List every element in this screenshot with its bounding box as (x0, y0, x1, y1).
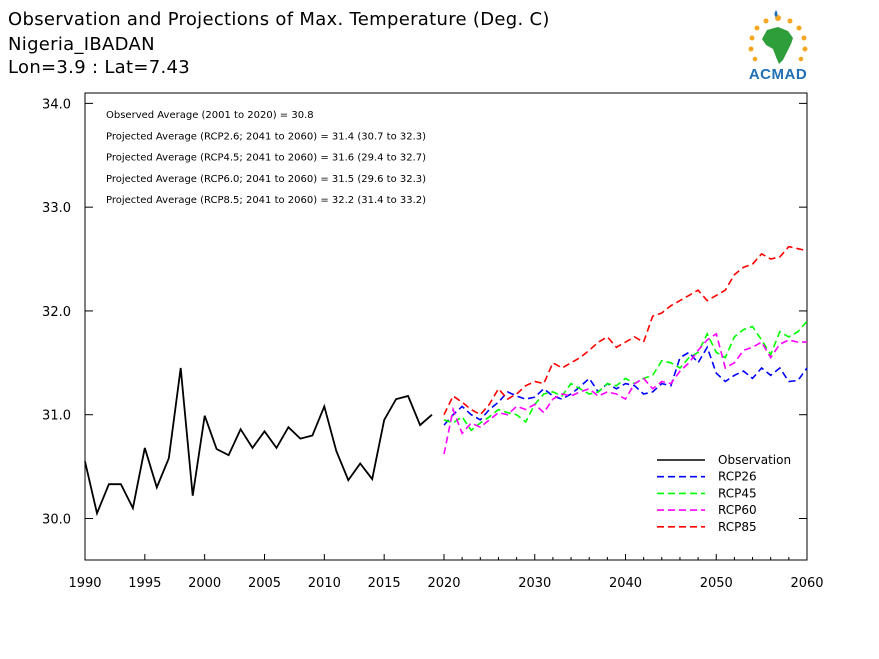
legend-label: RCP26 (718, 470, 757, 484)
x-tick-label: 2050 (700, 576, 733, 591)
legend-label: RCP60 (718, 503, 757, 517)
y-tick-label: 32.0 (42, 305, 71, 320)
series-line-rcp45 (443, 320, 808, 432)
x-tick-label: 2040 (609, 576, 642, 591)
x-tick-label: 2005 (248, 576, 281, 591)
x-tick-label: 1995 (128, 576, 161, 591)
series-line-rcp26 (443, 345, 808, 426)
legend-label: Observation (718, 453, 791, 467)
series-line-observation (84, 367, 433, 517)
annotation-line: Projected Average (RCP4.5; 2041 to 2060)… (106, 153, 426, 164)
legend-label: RCP85 (718, 520, 757, 534)
x-tick-label: 2020 (427, 576, 460, 591)
location-label: Nigeria_IBADAN (8, 34, 155, 55)
y-tick-label: 33.0 (42, 201, 71, 216)
annotation-line: Observed Average (2001 to 2020) = 30.8 (106, 110, 314, 121)
annotation-line: Projected Average (RCP6.0; 2041 to 2060)… (106, 174, 426, 185)
legend-label: RCP45 (718, 486, 757, 500)
chart-title: Observation and Projections of Max. Temp… (8, 9, 550, 30)
x-tick-label: 1990 (68, 576, 101, 591)
x-tick-label: 2030 (518, 576, 551, 591)
africa-sun-logo-icon (748, 10, 808, 64)
y-tick-label: 31.0 (42, 409, 71, 424)
x-tick-label: 2015 (368, 576, 401, 591)
annotation-line: Projected Average (RCP8.5; 2041 to 2060)… (106, 195, 426, 206)
coordinates-label: Lon=3.9 : Lat=7.43 (8, 57, 191, 78)
y-tick-label: 30.0 (42, 512, 71, 527)
x-tick-label: 2060 (790, 576, 823, 591)
annotation-line: Projected Average (RCP2.6; 2041 to 2060)… (106, 131, 426, 142)
series-line-rcp85 (443, 245, 808, 416)
x-tick-label: 2000 (188, 576, 221, 591)
plot-frame (84, 92, 808, 561)
x-tick-label: 2010 (308, 576, 341, 591)
series-line-rcp60 (443, 332, 807, 455)
y-tick-label: 34.0 (42, 97, 71, 112)
logo-text: ACMAD (748, 66, 808, 83)
